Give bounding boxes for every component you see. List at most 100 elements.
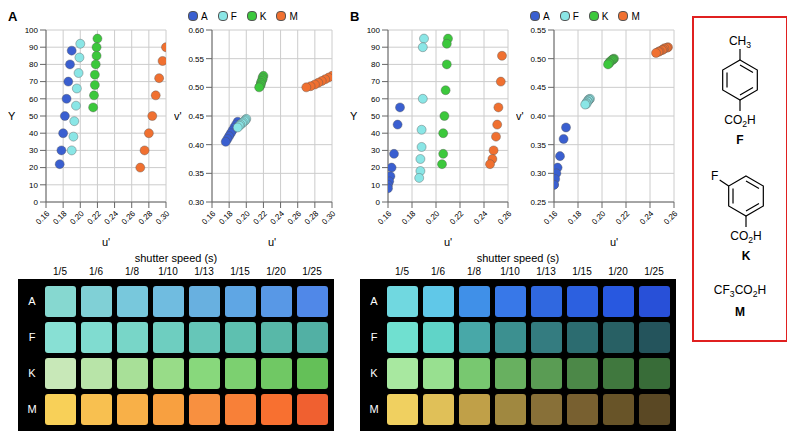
svg-text:K: K [742, 249, 751, 263]
svg-text:0.45: 0.45 [188, 112, 204, 121]
html-text:1/15: 1/15 [572, 266, 592, 277]
svg-text:0: 0 [376, 198, 381, 207]
svg-text:100: 100 [367, 26, 381, 35]
svg-text:0.30: 0.30 [320, 209, 338, 227]
svg-text:v': v' [516, 110, 524, 122]
html-text:shutter speed (s): shutter speed (s) [476, 252, 560, 264]
svg-text:0.16: 0.16 [542, 209, 560, 227]
svg-text:10: 10 [29, 181, 38, 190]
svg-text:u': u' [102, 236, 110, 246]
svg-text:0.20: 0.20 [68, 209, 86, 227]
svg-text:CO2H: CO2H [724, 113, 755, 129]
svg-text:0.22: 0.22 [614, 209, 632, 227]
svg-text:0.20: 0.20 [590, 209, 608, 227]
svg-text:0.30: 0.30 [530, 169, 546, 178]
svg-text:0.45: 0.45 [530, 83, 546, 92]
svg-text:u': u' [444, 236, 452, 246]
svg-text:0.35: 0.35 [530, 141, 546, 150]
svg-text:CO2H: CO2H [730, 229, 761, 245]
html-text:1/5: 1/5 [53, 266, 67, 277]
svg-text:0.50: 0.50 [188, 83, 204, 92]
svg-text:0.16: 0.16 [34, 209, 52, 227]
html-text:1/25: 1/25 [644, 266, 664, 277]
svg-text:0.22: 0.22 [85, 209, 103, 227]
html-text:1/20: 1/20 [608, 266, 628, 277]
svg-text:0.50: 0.50 [530, 55, 546, 64]
svg-text:30: 30 [371, 146, 380, 155]
svg-text:u': u' [610, 236, 618, 246]
svg-text:CH3: CH3 [729, 34, 751, 50]
svg-text:Y: Y [8, 110, 16, 122]
html-text:1/8: 1/8 [467, 266, 481, 277]
svg-text:0: 0 [34, 198, 39, 207]
svg-text:50: 50 [29, 112, 38, 121]
svg-text:0.28: 0.28 [303, 209, 321, 227]
svg-text:0.16: 0.16 [376, 209, 394, 227]
svg-text:0.18: 0.18 [51, 209, 69, 227]
svg-text:0.25: 0.25 [530, 198, 546, 207]
svg-text:0.18: 0.18 [566, 209, 584, 227]
svg-text:u': u' [268, 236, 276, 246]
svg-text:50: 50 [371, 112, 380, 121]
html-text:1/20: 1/20 [266, 266, 286, 277]
svg-text:80: 80 [371, 60, 380, 69]
html-text:1/15: 1/15 [230, 266, 250, 277]
svg-text:CF3CO2H: CF3CO2H [714, 283, 766, 299]
svg-text:40: 40 [371, 129, 380, 138]
html-text:1/6: 1/6 [89, 266, 103, 277]
svg-text:60: 60 [371, 95, 380, 104]
svg-text:0.26: 0.26 [286, 209, 304, 227]
svg-text:0.16: 0.16 [200, 209, 218, 227]
svg-text:20: 20 [29, 163, 38, 172]
svg-text:0.40: 0.40 [188, 141, 204, 150]
svg-text:0.28: 0.28 [137, 209, 155, 227]
svg-text:80: 80 [29, 60, 38, 69]
svg-text:0.30: 0.30 [154, 209, 172, 227]
svg-text:90: 90 [29, 43, 38, 52]
svg-text:70: 70 [371, 77, 380, 86]
svg-text:90: 90 [371, 43, 380, 52]
svg-text:0.20: 0.20 [424, 209, 442, 227]
svg-text:F: F [736, 133, 743, 147]
svg-text:0.18: 0.18 [400, 209, 418, 227]
svg-text:0.55: 0.55 [530, 26, 546, 35]
svg-text:0.24: 0.24 [269, 209, 287, 227]
svg-text:0.22: 0.22 [448, 209, 466, 227]
svg-text:0.18: 0.18 [217, 209, 235, 227]
svg-text:0.26: 0.26 [496, 209, 514, 227]
svg-text:0.24: 0.24 [472, 209, 490, 227]
svg-text:0.26: 0.26 [120, 209, 138, 227]
svg-text:100: 100 [25, 26, 39, 35]
svg-text:v': v' [174, 110, 182, 122]
svg-text:0.35: 0.35 [188, 169, 204, 178]
html-text:A: A [8, 8, 18, 24]
html-text:1/13: 1/13 [536, 266, 556, 277]
svg-text:0.24: 0.24 [638, 209, 656, 227]
svg-text:0.24: 0.24 [103, 209, 121, 227]
svg-text:0.20: 0.20 [234, 209, 252, 227]
svg-text:40: 40 [29, 129, 38, 138]
svg-text:0.26: 0.26 [662, 209, 680, 227]
html-text:1/10: 1/10 [500, 266, 520, 277]
html-text:M: M [27, 403, 37, 415]
svg-text:0.55: 0.55 [188, 55, 204, 64]
html-text:1/5: 1/5 [395, 266, 409, 277]
html-text:1/25: 1/25 [302, 266, 322, 277]
svg-text:0.40: 0.40 [530, 112, 546, 121]
svg-text:F: F [711, 169, 718, 183]
html-text:1/13: 1/13 [194, 266, 214, 277]
svg-text:0.22: 0.22 [251, 209, 269, 227]
svg-text:M: M [735, 305, 745, 319]
svg-text:20: 20 [371, 163, 380, 172]
html-text:1/10: 1/10 [158, 266, 178, 277]
html-text:1/8: 1/8 [125, 266, 139, 277]
html-text:1/6: 1/6 [431, 266, 445, 277]
svg-text:60: 60 [29, 95, 38, 104]
svg-text:Y: Y [350, 110, 358, 122]
svg-text:0.60: 0.60 [188, 26, 204, 35]
svg-text:10: 10 [371, 181, 380, 190]
svg-text:70: 70 [29, 77, 38, 86]
html-text:shutter speed (s): shutter speed (s) [134, 252, 218, 264]
svg-text:30: 30 [29, 146, 38, 155]
svg-text:0.30: 0.30 [188, 198, 204, 207]
